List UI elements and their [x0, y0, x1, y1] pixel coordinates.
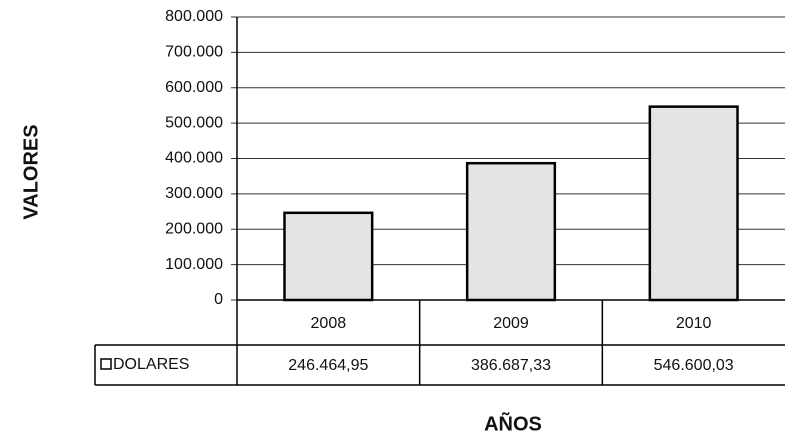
data-label: 386.687,33 [471, 357, 551, 374]
y-tick-label: 100.000 [165, 256, 223, 273]
y-tick-label: 0 [214, 291, 223, 308]
x-tick-label: 2009 [493, 315, 529, 332]
x-tick-label: 2008 [311, 315, 347, 332]
x-axis-label: AÑOS [484, 412, 542, 435]
bar [648, 105, 739, 302]
bar [283, 211, 374, 302]
y-tick-label: 800.000 [165, 8, 223, 25]
y-tick-label: 500.000 [165, 114, 223, 131]
y-tick-label: 400.000 [165, 150, 223, 167]
bar [465, 161, 557, 302]
legend-label: DOLARES [113, 356, 189, 373]
y-tick-label: 700.000 [165, 44, 223, 61]
data-label: 546.600,03 [654, 357, 734, 374]
y-axis-label: VALORES [20, 124, 42, 219]
y-tick-label: 300.000 [165, 185, 223, 202]
legend-swatch [100, 358, 112, 370]
data-label: 246.464,95 [288, 357, 368, 374]
y-tick-label: 600.000 [165, 79, 223, 96]
x-tick-label: 2010 [676, 315, 712, 332]
y-tick-label: 200.000 [165, 220, 223, 237]
